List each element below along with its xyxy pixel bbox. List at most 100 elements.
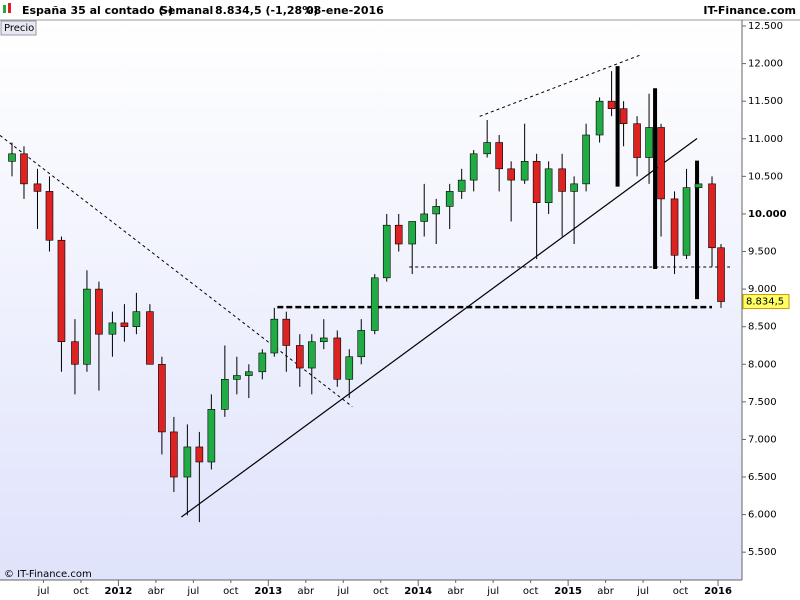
- candle-body: [445, 191, 454, 207]
- candle-body: [83, 288, 91, 365]
- candle-body: [195, 446, 204, 463]
- candle-body: [382, 224, 391, 279]
- candle-body: [682, 187, 691, 256]
- y-tick-label: 5.500: [748, 547, 777, 558]
- candle-body: [33, 183, 42, 192]
- brand: IT-Finance.com: [703, 4, 796, 17]
- candle-body: [345, 356, 354, 380]
- candle-body: [258, 352, 267, 373]
- candle-body: [645, 127, 653, 158]
- y-tick-label: 12.500: [748, 21, 783, 32]
- x-tick-label: jul: [37, 586, 50, 597]
- candle-body: [132, 311, 141, 327]
- candle-body: [319, 337, 328, 343]
- x-tick-label: oct: [523, 586, 539, 597]
- x-tick-label: oct: [223, 586, 239, 597]
- candle-body: [495, 142, 503, 170]
- x-tick-label: abr: [297, 586, 314, 597]
- candle-body: [120, 322, 129, 327]
- copyright: © IT-Finance.com: [4, 569, 92, 580]
- candle-body: [357, 330, 366, 358]
- instrument: España 35 al contado (-): [22, 4, 173, 17]
- y-tick-label: 11.000: [748, 134, 783, 145]
- x-tick-label: oct: [673, 586, 689, 597]
- candle-body: [270, 318, 279, 354]
- candle-body: [717, 247, 725, 302]
- y-tick-label: 8.500: [748, 322, 777, 333]
- y-tick-label: 10.500: [748, 171, 783, 182]
- x-tick-label: abr: [447, 586, 464, 597]
- series-label: Precio: [4, 23, 34, 34]
- candle-body: [45, 191, 54, 241]
- trendline: [0, 135, 353, 407]
- candle-body: [370, 277, 379, 331]
- period: Semanal: [160, 4, 213, 17]
- y-tick-label: 6.000: [748, 510, 777, 521]
- candle-body: [146, 311, 154, 365]
- x-tick-label: oct: [73, 586, 89, 597]
- candle-body: [170, 431, 178, 478]
- candle-body: [408, 221, 417, 245]
- x-tick-label: abr: [597, 586, 614, 597]
- candle-body: [694, 183, 703, 188]
- y-tick-label: 12.000: [748, 59, 783, 70]
- candle-body: [570, 183, 578, 192]
- y-tick-label: 11.500: [748, 96, 783, 107]
- header-icon: [8, 3, 11, 13]
- candle-body: [507, 168, 515, 181]
- header-icon: [3, 5, 6, 13]
- candle-body: [221, 379, 229, 410]
- candle-body: [333, 337, 342, 380]
- candle-body: [158, 363, 166, 433]
- candle-body: [633, 123, 641, 158]
- date: 08-ene-2016: [306, 4, 384, 17]
- candle-body: [108, 322, 117, 335]
- candle-body: [607, 100, 616, 109]
- candle-body: [295, 345, 304, 369]
- x-tick-label: jul: [186, 586, 199, 597]
- x-tick-label: oct: [373, 586, 389, 597]
- header-bar: [0, 0, 800, 20]
- series-label-box: [0, 20, 37, 36]
- candle-body: [558, 168, 566, 192]
- trendline: [181, 137, 698, 518]
- candle-body: [520, 161, 529, 181]
- candle-body: [457, 179, 466, 192]
- candle-body: [619, 108, 628, 125]
- candle-body: [544, 168, 553, 203]
- y-tick-label: 6.500: [748, 472, 777, 483]
- candle-body: [282, 318, 291, 346]
- candle-body: [595, 100, 604, 136]
- x-tick-label: jul: [486, 586, 499, 597]
- x-tick-label: jul: [336, 586, 349, 597]
- y-tick-label: 8.000: [748, 359, 777, 370]
- candle-body: [657, 127, 665, 200]
- candle-body: [71, 341, 79, 365]
- y-tick-label: 7.000: [748, 434, 777, 445]
- x-tick-label: jul: [636, 586, 649, 597]
- x-tick-label: 2012: [104, 586, 132, 597]
- last-price-box: [742, 294, 790, 310]
- candle-body: [95, 288, 103, 335]
- candle-body: [233, 375, 241, 380]
- x-tick-label: abr: [148, 586, 165, 597]
- y-tick-label: 10.000: [748, 209, 787, 220]
- y-tick-label: 9.000: [748, 284, 777, 295]
- x-tick-label: 2013: [254, 586, 282, 597]
- quote: 8.834,5 (-1,28%): [215, 4, 318, 17]
- candle-body: [670, 198, 679, 256]
- x-tick-label: 2014: [404, 586, 432, 597]
- candle-body: [183, 446, 192, 478]
- candle-body: [20, 153, 28, 185]
- x-tick-label: 2015: [554, 586, 582, 597]
- candle-body: [57, 239, 66, 343]
- candle-body: [207, 409, 216, 463]
- candle-body: [307, 341, 316, 369]
- candle-body: [394, 224, 403, 245]
- candle-body: [582, 134, 590, 185]
- candle-body: [532, 161, 541, 203]
- trendline: [479, 54, 641, 117]
- candle-body: [420, 213, 429, 222]
